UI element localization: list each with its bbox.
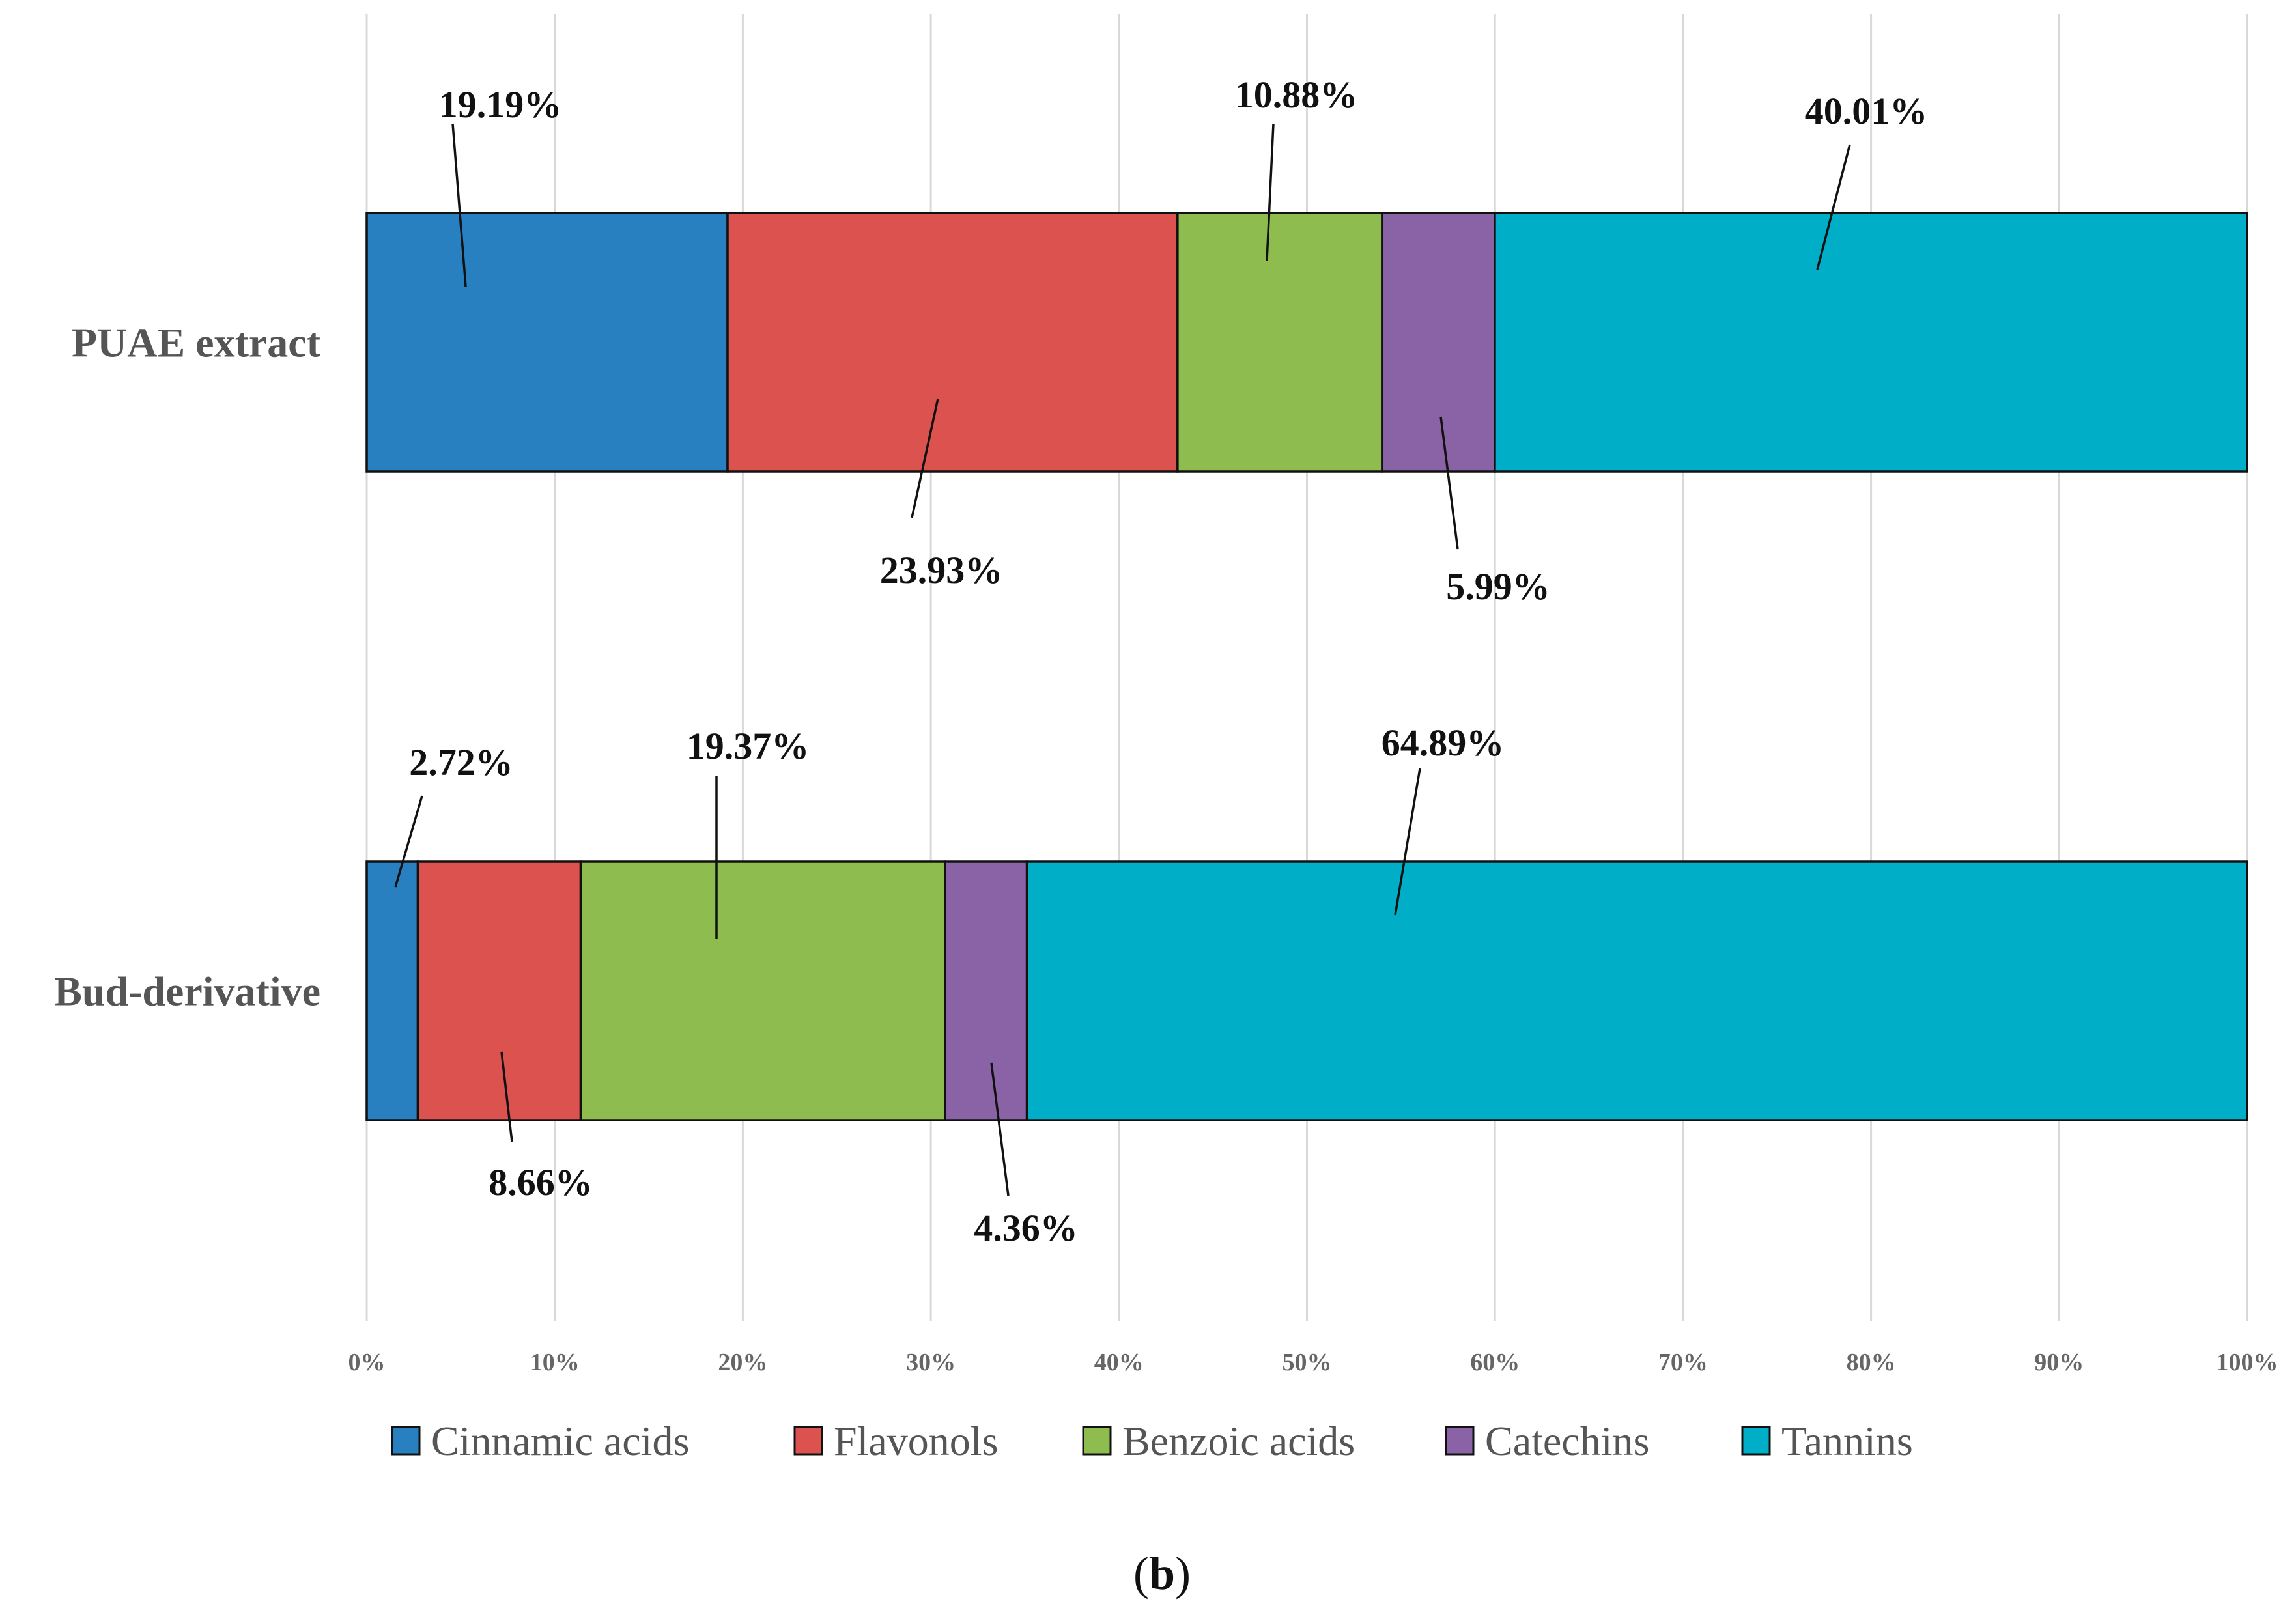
data-label-puae-extract-benzoic-acids: 10.88% bbox=[1235, 74, 1358, 116]
x-tick-label-20: 20% bbox=[718, 1349, 767, 1376]
leader-line-puae-extract-catechins bbox=[1439, 416, 1459, 550]
label-leader-lines bbox=[394, 123, 1851, 1196]
x-tick-label-80: 80% bbox=[1847, 1349, 1896, 1376]
data-label-puae-extract-cinnamic-acids: 19.19% bbox=[439, 83, 562, 126]
data-label-bud-derivative-flavonols: 8.66% bbox=[489, 1161, 593, 1204]
bar-segment-bud-derivative-tannins bbox=[1025, 860, 2248, 1121]
figure-caption: (b) bbox=[1133, 1547, 1191, 1600]
legend-label-cinnamic-acids: Cinnamic acids bbox=[431, 1418, 689, 1464]
leader-line-puae-extract-tannins bbox=[1816, 144, 1851, 270]
legend-swatch-catechins bbox=[1445, 1426, 1475, 1456]
x-tick-label-0: 0% bbox=[348, 1349, 386, 1376]
x-axis-ticks: 0% 10% 20% 30% 40% 50% 60% 70% 80% 90% 100% bbox=[348, 1349, 2278, 1376]
category-labels: PUAE extract Bud-derivative bbox=[54, 320, 321, 1015]
leader-line-bud-derivative-cinnamic-acids bbox=[394, 795, 423, 888]
legend-label-flavonols: Flavonols bbox=[834, 1418, 998, 1464]
bar-segment-puae-extract-cinnamic-acids bbox=[365, 212, 729, 473]
legend-swatch-benzoic-acids bbox=[1082, 1426, 1112, 1456]
legend-swatch-tannins bbox=[1741, 1426, 1771, 1456]
leader-line-puae-extract-benzoic-acids bbox=[1266, 123, 1275, 261]
x-tick-label-90: 90% bbox=[2034, 1349, 2084, 1376]
legend-swatch-cinnamic-acids bbox=[391, 1426, 421, 1456]
x-tick-label-40: 40% bbox=[1094, 1349, 1144, 1376]
bar-segment-puae-extract-flavonols bbox=[726, 212, 1179, 473]
leader-line-puae-extract-flavonols bbox=[911, 398, 939, 518]
legend-label-benzoic-acids: Benzoic acids bbox=[1122, 1418, 1355, 1464]
category-label-bud-derivative: Bud-derivative bbox=[54, 968, 320, 1015]
leader-line-bud-derivative-tannins bbox=[1394, 768, 1421, 916]
legend-label-catechins: Catechins bbox=[1485, 1418, 1649, 1464]
bar-segment-puae-extract-tannins bbox=[1494, 212, 2248, 473]
caption-letter: b bbox=[1149, 1547, 1175, 1600]
leader-line-bud-derivative-catechins bbox=[990, 1062, 1010, 1196]
x-tick-label-70: 70% bbox=[1658, 1349, 1708, 1376]
data-label-puae-extract-flavonols: 23.93% bbox=[880, 549, 1003, 591]
caption-close-paren: ) bbox=[1175, 1547, 1191, 1600]
legend: Cinnamic acids Flavonols Benzoic acids Cate… bbox=[391, 1418, 1913, 1464]
data-label-puae-extract-tannins: 40.01% bbox=[1805, 90, 1928, 132]
x-tick-label-60: 60% bbox=[1470, 1349, 1520, 1376]
gridlines bbox=[365, 14, 2248, 1321]
data-labels: 19.19% 23.93% 10.88% 5.99% 40.01% 2.72% 8.66% 1… bbox=[409, 74, 1927, 1249]
bars bbox=[365, 212, 2248, 1121]
x-tick-label-50: 50% bbox=[1283, 1349, 1332, 1376]
data-label-bud-derivative-benzoic-acids: 19.37% bbox=[687, 725, 810, 767]
bar-segment-bud-derivative-catechins bbox=[944, 860, 1028, 1121]
leader-line-bud-derivative-flavonols bbox=[500, 1051, 513, 1142]
x-tick-label-10: 10% bbox=[530, 1349, 580, 1376]
bar-segment-puae-extract-benzoic-acids bbox=[1176, 212, 1383, 473]
leader-line-puae-extract-cinnamic-acids bbox=[451, 123, 467, 287]
bar-segment-puae-extract-catechins bbox=[1381, 212, 1496, 473]
bar-segment-bud-derivative-flavonols bbox=[416, 860, 582, 1121]
x-tick-label-30: 30% bbox=[906, 1349, 956, 1376]
x-tick-label-100: 100% bbox=[2217, 1349, 2278, 1376]
bar-segment-bud-derivative-benzoic-acids bbox=[579, 860, 946, 1121]
caption-open-paren: ( bbox=[1133, 1547, 1149, 1600]
data-label-bud-derivative-catechins: 4.36% bbox=[974, 1207, 1078, 1249]
data-label-bud-derivative-tannins: 64.89% bbox=[1382, 722, 1505, 764]
category-label-puae-extract: PUAE extract bbox=[72, 320, 321, 366]
legend-swatch-flavonols bbox=[793, 1426, 823, 1456]
bar-segment-bud-derivative-cinnamic-acids bbox=[365, 860, 419, 1121]
data-label-puae-extract-catechins: 5.99% bbox=[1446, 565, 1550, 608]
data-label-bud-derivative-cinnamic-acids: 2.72% bbox=[409, 741, 513, 783]
legend-label-tannins: Tannins bbox=[1781, 1418, 1913, 1464]
